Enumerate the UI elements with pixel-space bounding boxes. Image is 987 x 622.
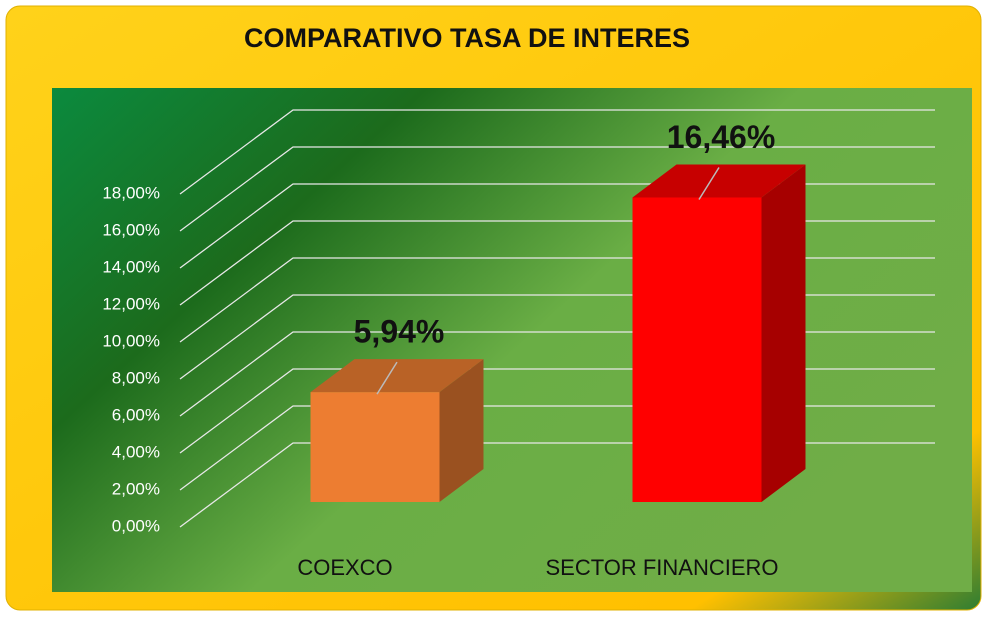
x-tick-label: COEXCO (297, 555, 392, 580)
y-tick-label: 12,00% (102, 294, 160, 313)
y-tick-label: 8,00% (112, 368, 160, 387)
data-label: 5,94% (354, 314, 445, 350)
grid-line (179, 146, 935, 232)
y-tick-label: 16,00% (102, 220, 160, 239)
bar-side (439, 359, 484, 502)
leader-line (698, 167, 720, 200)
x-tick-label: SECTOR FINANCIERO (545, 555, 778, 580)
bar-side (761, 164, 806, 503)
y-tick-label: 18,00% (102, 183, 160, 202)
plot-panel (52, 88, 972, 592)
y-tick-label: 0,00% (112, 516, 160, 535)
data-label: 16,46% (667, 119, 776, 155)
y-tick-label: 2,00% (112, 479, 160, 498)
y-tick-label: 6,00% (112, 405, 160, 424)
leader-line (376, 361, 398, 395)
y-tick-label: 10,00% (102, 331, 160, 350)
y-tick-label: 14,00% (102, 257, 160, 276)
chart-title: COMPARATIVO TASA DE INTERES (244, 23, 690, 53)
bar (310, 392, 440, 502)
bar-top (310, 359, 484, 393)
bar-top (632, 164, 806, 198)
bar (632, 197, 762, 503)
grid-line (179, 109, 935, 195)
y-tick-label: 4,00% (112, 442, 160, 461)
